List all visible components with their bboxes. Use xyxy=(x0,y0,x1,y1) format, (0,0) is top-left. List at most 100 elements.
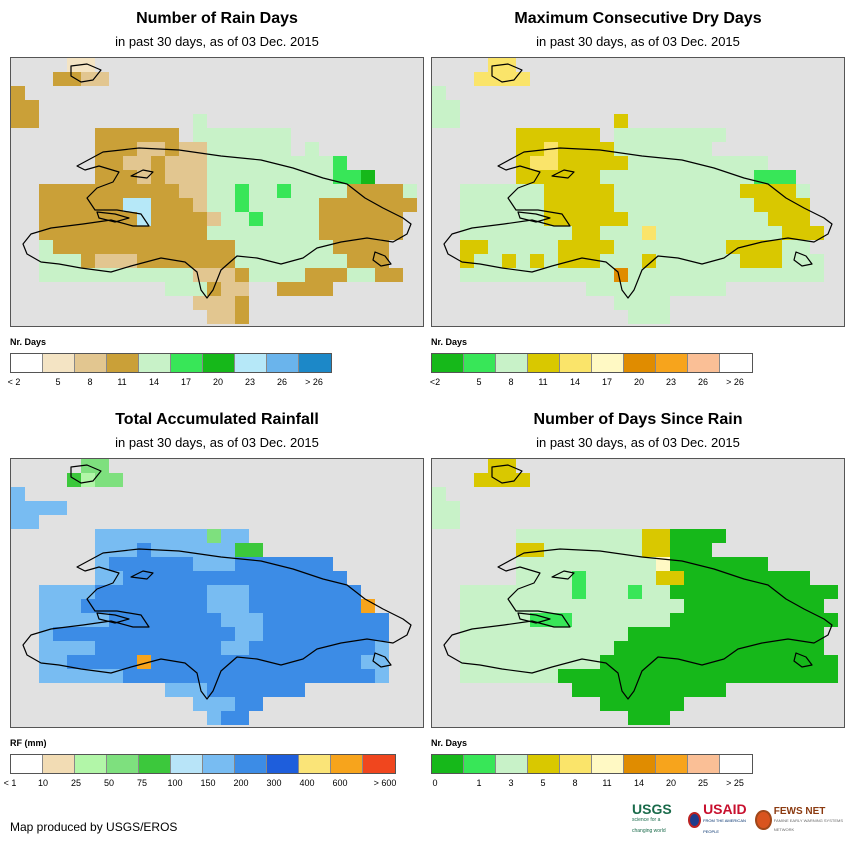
grid-cell xyxy=(277,198,291,212)
grid-cell xyxy=(544,669,558,683)
grid-cell xyxy=(614,529,628,543)
grid-cell xyxy=(726,268,740,282)
grid-cell xyxy=(530,543,544,557)
grid-cell xyxy=(137,184,151,198)
grid-cell xyxy=(319,613,333,627)
grid-cell xyxy=(277,240,291,254)
grid-cell xyxy=(277,184,291,198)
legend-label: 17 xyxy=(601,377,613,387)
grid-cell xyxy=(319,212,333,226)
grid-cell xyxy=(319,156,333,170)
grid-cell xyxy=(502,184,516,198)
map-canvas xyxy=(432,58,833,324)
grid-cell xyxy=(67,599,81,613)
grid-cell xyxy=(712,268,726,282)
grid-cell xyxy=(67,212,81,226)
grid-cell xyxy=(81,72,95,86)
grid-cell xyxy=(319,282,333,296)
grid-cell xyxy=(263,184,277,198)
grid-cell xyxy=(726,669,740,683)
grid-cell xyxy=(544,254,558,268)
legend-label: 23 xyxy=(244,377,256,387)
grid-cell xyxy=(656,240,670,254)
grid-cell xyxy=(165,198,179,212)
grid-cell xyxy=(249,268,263,282)
grid-cell xyxy=(558,655,572,669)
grid-cell xyxy=(277,142,291,156)
grid-cell xyxy=(558,170,572,184)
grid-cell xyxy=(165,669,179,683)
grid-cell xyxy=(249,142,263,156)
grid-cell xyxy=(81,473,95,487)
grid-cell xyxy=(530,254,544,268)
grid-cell xyxy=(628,627,642,641)
grid-cell xyxy=(740,198,754,212)
grid-cell xyxy=(530,557,544,571)
legend-swatch xyxy=(592,354,624,372)
coastline xyxy=(96,211,130,223)
grid-cell xyxy=(221,669,235,683)
grid-cell xyxy=(193,184,207,198)
grid-cell xyxy=(614,613,628,627)
grid-cell xyxy=(656,170,670,184)
grid-cell xyxy=(460,641,474,655)
grid-cell xyxy=(544,212,558,226)
grid-cell xyxy=(516,543,530,557)
grid-cell xyxy=(123,571,137,585)
grid-cell xyxy=(193,226,207,240)
grid-cell xyxy=(530,198,544,212)
legend-labels: <2 5 8 11 14 17 20 23 26 > 26 xyxy=(430,377,831,389)
grid-cell xyxy=(347,240,361,254)
grid-cell xyxy=(179,641,193,655)
legend-title: Nr. Days xyxy=(431,337,468,347)
grid-cell xyxy=(291,212,305,226)
grid-cell xyxy=(628,641,642,655)
grid-cell xyxy=(712,627,726,641)
grid-cell xyxy=(544,268,558,282)
legend-label: 26 xyxy=(276,377,288,387)
grid-cell xyxy=(263,268,277,282)
grid-cell xyxy=(614,170,628,184)
legend-label: 5 xyxy=(476,377,482,387)
grid-cell xyxy=(165,254,179,268)
grid-cell xyxy=(95,529,109,543)
grid-cell xyxy=(123,198,137,212)
grid-cell xyxy=(670,198,684,212)
grid-cell xyxy=(39,627,53,641)
grid-cell xyxy=(712,128,726,142)
grid-cell xyxy=(516,655,530,669)
grid-cell xyxy=(656,543,670,557)
grid-cell xyxy=(291,170,305,184)
usgs-logo-text: USGS xyxy=(632,800,672,817)
grid-cell xyxy=(460,254,474,268)
grid-cell xyxy=(151,184,165,198)
grid-cell xyxy=(319,226,333,240)
grid-cell xyxy=(95,240,109,254)
grid-cell xyxy=(670,571,684,585)
grid-cell xyxy=(221,142,235,156)
grid-cell xyxy=(263,627,277,641)
grid-cell xyxy=(221,529,235,543)
grid-cell xyxy=(235,683,249,697)
grid-cell xyxy=(249,585,263,599)
grid-cell xyxy=(684,613,698,627)
grid-cell xyxy=(726,226,740,240)
grid-cell xyxy=(165,543,179,557)
grid-cell xyxy=(642,557,656,571)
grid-cell xyxy=(95,599,109,613)
grid-cell xyxy=(726,184,740,198)
grid-cell xyxy=(263,240,277,254)
grid-cell xyxy=(684,282,698,296)
grid-cell xyxy=(165,683,179,697)
grid-cell xyxy=(151,585,165,599)
grid-cell xyxy=(614,128,628,142)
grid-cell xyxy=(614,655,628,669)
grid-cell xyxy=(193,557,207,571)
grid-cell xyxy=(207,170,221,184)
legend-swatch xyxy=(203,755,235,773)
grid-cell xyxy=(516,599,530,613)
grid-cell xyxy=(656,627,670,641)
grid-cell xyxy=(39,198,53,212)
grid-cell xyxy=(544,557,558,571)
grid-cell xyxy=(137,142,151,156)
